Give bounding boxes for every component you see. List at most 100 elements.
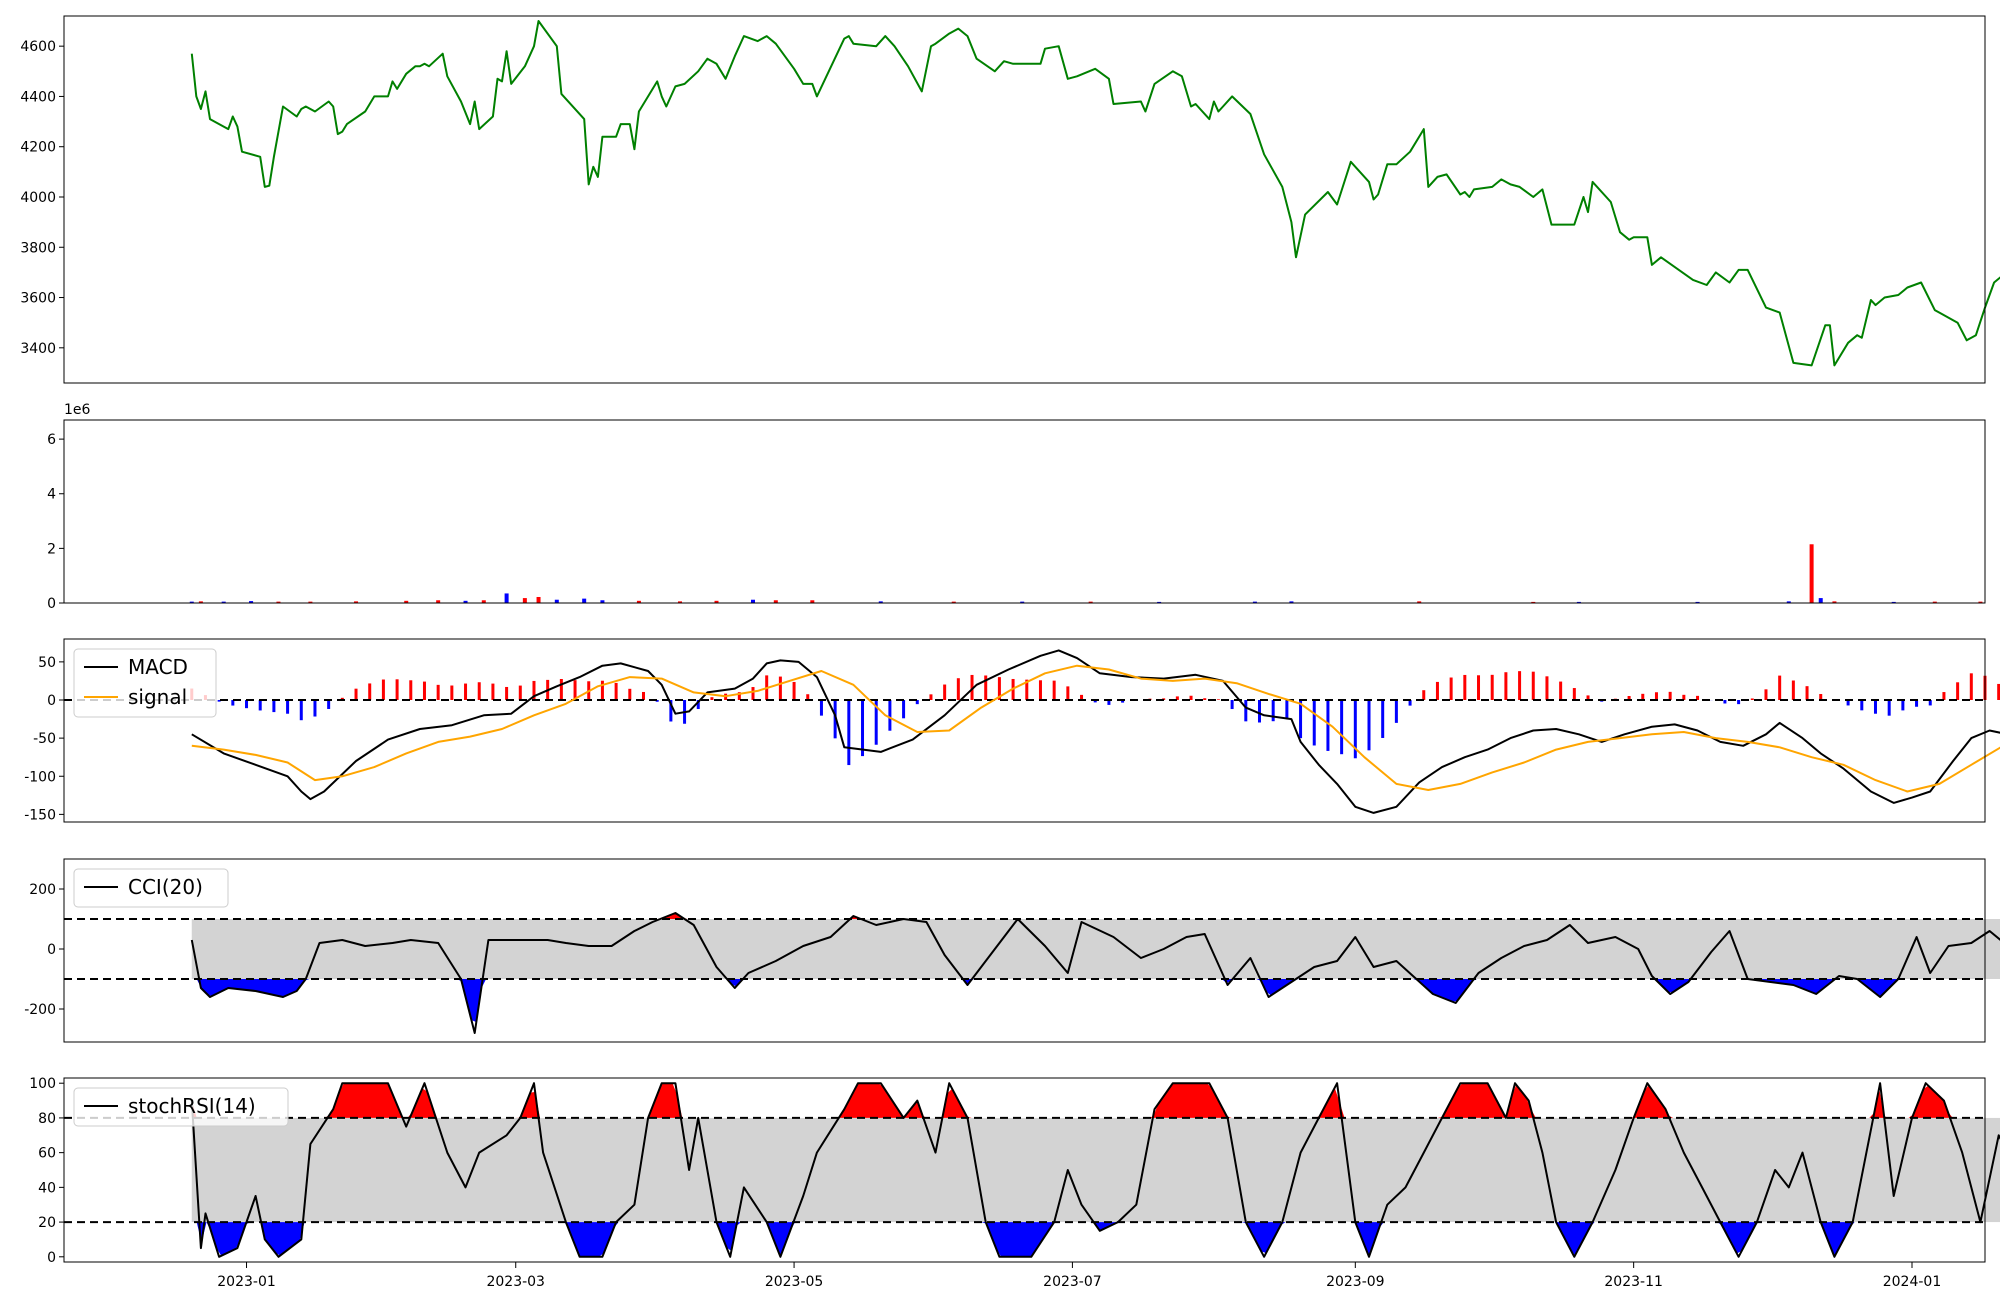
macd-histogram-bar xyxy=(1257,700,1261,723)
macd-histogram-bar xyxy=(368,683,372,700)
macd-histogram-bar xyxy=(710,697,714,700)
macd-histogram-bar xyxy=(792,681,796,700)
volume-bar xyxy=(1818,598,1823,603)
volume-bar xyxy=(1252,601,1257,603)
macd-histogram-bar xyxy=(1326,700,1330,751)
macd-histogram-bar xyxy=(1244,700,1248,722)
volume-bar xyxy=(1809,544,1814,603)
volume-bar xyxy=(810,600,815,603)
neutral-band xyxy=(191,1117,2000,1223)
y-tick-label: 4200 xyxy=(20,140,56,156)
macd-histogram-bar xyxy=(354,688,358,700)
panel-frame xyxy=(63,638,1986,823)
volume-bar xyxy=(354,601,359,603)
y-tick-label: -150 xyxy=(24,807,56,823)
macd-line xyxy=(191,649,2000,814)
macd-histogram-bar xyxy=(833,700,837,739)
volume-panel: 0 2 4 6 1e6 xyxy=(47,402,1986,612)
macd-histogram-bar xyxy=(1052,680,1056,700)
macd-histogram-bar xyxy=(1189,695,1193,700)
macd-histogram-bar xyxy=(477,682,481,700)
macd-histogram-bar xyxy=(1531,671,1535,700)
volume-bar xyxy=(522,598,527,603)
macd-histogram-bar xyxy=(1080,694,1084,700)
macd-histogram-bar xyxy=(1408,700,1412,706)
macd-histogram-bar xyxy=(505,686,509,700)
legend-label: MACD xyxy=(128,655,188,679)
macd-histogram-bar xyxy=(1791,680,1795,700)
y-tick-label: 6 xyxy=(47,432,56,448)
macd-histogram-bar xyxy=(1545,676,1549,700)
macd-histogram-bar xyxy=(1887,700,1891,716)
y-tick-label: 60 xyxy=(38,1146,56,1162)
volume-bar xyxy=(636,600,641,603)
y-tick-label: 3800 xyxy=(20,240,56,256)
oversold-fill xyxy=(191,979,2000,1023)
macd-histogram-bar xyxy=(1435,681,1439,700)
macd-histogram-bar xyxy=(696,700,700,709)
macd-histogram-bar xyxy=(1942,692,1946,700)
macd-histogram-bar xyxy=(422,681,426,700)
macd-histogram-bar xyxy=(819,700,823,716)
macd-histogram-bar xyxy=(491,683,495,700)
legend-box xyxy=(73,868,229,908)
macd-histogram-bar xyxy=(847,700,851,766)
macd-histogram-bar xyxy=(1340,700,1344,755)
legend-label: CCI(20) xyxy=(128,875,203,899)
volume-bar xyxy=(582,598,587,603)
macd-histogram-bar xyxy=(669,700,673,722)
price-line xyxy=(190,20,2000,367)
y-tick-label: 3400 xyxy=(20,341,56,357)
macd-histogram-bar xyxy=(1737,700,1741,705)
macd-histogram-bar xyxy=(286,700,290,714)
y-tick-label: 100 xyxy=(29,1076,56,1092)
macd-histogram-bar xyxy=(929,694,933,700)
macd-histogram-bar xyxy=(1490,674,1494,700)
y-tick-label: 0 xyxy=(47,693,56,709)
macd-histogram-bar xyxy=(532,680,536,700)
macd-histogram-bar xyxy=(655,700,659,702)
x-tick-label: 2024-01 xyxy=(1883,1274,1942,1290)
macd-histogram-bar xyxy=(1750,698,1754,700)
panel-frame xyxy=(63,858,1986,1043)
macd-histogram-bar xyxy=(1928,700,1932,706)
volume-bar xyxy=(600,600,605,603)
macd-histogram-bar xyxy=(436,684,440,700)
macd-histogram-bar xyxy=(1381,700,1385,738)
macd-histogram-bar xyxy=(313,700,317,717)
macd-histogram-bar xyxy=(1805,686,1809,700)
macd-histogram-bar xyxy=(1969,673,1973,700)
y-tick-label: -50 xyxy=(33,731,56,747)
y-tick-label: 0 xyxy=(47,1250,56,1266)
macd-histogram-bar xyxy=(245,700,249,709)
macd-histogram-bar xyxy=(888,700,892,731)
macd-histogram-bar xyxy=(1682,694,1686,700)
macd-histogram-bar xyxy=(1038,680,1042,700)
legend-label: stochRSI(14) xyxy=(128,1094,256,1118)
x-tick-label: 2023-09 xyxy=(1326,1274,1385,1290)
volume-bar xyxy=(751,599,756,603)
macd-histogram-bar xyxy=(997,677,1001,700)
macd-histogram-bar xyxy=(1271,700,1275,722)
volume-bar xyxy=(1832,601,1837,603)
volume-bar xyxy=(308,601,313,603)
volume-bar xyxy=(1786,601,1791,603)
macd-histogram-bar xyxy=(1093,700,1097,703)
macd-histogram-bar xyxy=(1997,683,2000,700)
macd-histogram-bar xyxy=(217,700,221,702)
macd-histogram-bar xyxy=(751,687,755,700)
volume-bar xyxy=(554,599,559,603)
volume-bar xyxy=(677,601,682,603)
macd-histogram-bar xyxy=(340,697,344,700)
macd-histogram-bar xyxy=(1819,694,1823,700)
macd-histogram-bar xyxy=(559,678,563,700)
macd-histogram-bar xyxy=(1778,675,1782,700)
panel-frame xyxy=(63,15,1986,384)
volume-bar xyxy=(951,601,956,603)
y-tick-label: 4600 xyxy=(20,39,56,55)
macd-histogram-bar xyxy=(1066,686,1070,700)
volume-bar xyxy=(436,600,441,603)
y-tick-label: 20 xyxy=(38,1215,56,1231)
macd-histogram-bar xyxy=(1572,688,1576,700)
